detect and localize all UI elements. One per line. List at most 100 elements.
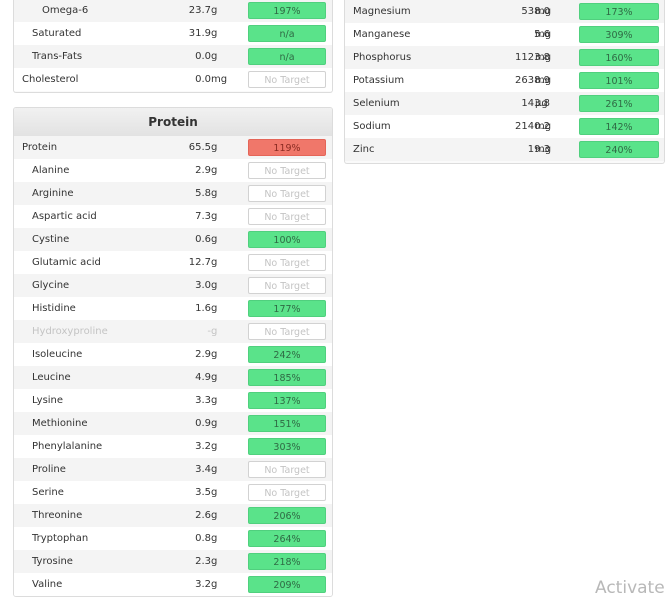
nutrient-amount: 5.6 (534, 29, 550, 40)
target-percent-bar: 242% (248, 346, 326, 363)
nutrient-row: Cystine 0.6 g 100% (14, 228, 332, 251)
target-percent-bar: No Target (248, 277, 326, 294)
nutrient-amount: 3.0 (195, 280, 211, 291)
target-percent-bar: 177% (248, 300, 326, 317)
nutrient-unit: g (211, 372, 218, 383)
nutrient-name: Cholesterol (22, 74, 79, 85)
nutrient-row: Phenylalanine 3.2 g 303% (14, 435, 332, 458)
nutrient-name: Valine (32, 579, 63, 590)
target-percent-bar: 173% (579, 3, 659, 20)
nutrient-unit: g (211, 349, 218, 360)
nutrient-unit: g (211, 257, 218, 268)
target-percent-bar: No Target (248, 484, 326, 501)
target-percent-bar: No Target (248, 254, 326, 271)
nutrient-row: Aspartic acid 7.3 g No Target (14, 205, 332, 228)
target-percent-bar: 206% (248, 507, 326, 524)
nutrient-unit: g (211, 51, 218, 62)
nutrient-row: Methionine 0.9 g 151% (14, 412, 332, 435)
nutrient-row: Sodium 2140.2 mg 142% (345, 115, 664, 138)
nutrient-row: Threonine 2.6 g 206% (14, 504, 332, 527)
target-percent-bar: 209% (248, 576, 326, 593)
nutrient-row: Protein 65.5 g 119% (14, 136, 332, 159)
nutrient-amount: 23.7 (188, 5, 211, 16)
nutrient-row: Tryptophan 0.8 g 264% (14, 527, 332, 550)
target-percent-bar: 151% (248, 415, 326, 432)
nutrient-row: Proline 3.4 g No Target (14, 458, 332, 481)
target-percent-bar: 261% (579, 95, 659, 112)
target-percent-bar: n/a (248, 25, 326, 42)
activate-watermark: Activate (595, 578, 665, 598)
nutrient-unit: g (211, 533, 218, 544)
nutrient-name: Arginine (32, 188, 74, 199)
protein-rows: Protein 65.5 g 119% Alanine 2.9 g No Target Argi… (14, 136, 332, 596)
nutrient-name: Magnesium (353, 6, 411, 17)
target-percent-bar: 240% (579, 141, 659, 158)
nutrient-unit: mg (211, 74, 228, 85)
nutrient-unit: g (211, 441, 218, 452)
nutrient-amount: 3.3 (195, 395, 211, 406)
nutrient-unit: g (211, 188, 218, 199)
nutrient-row: Leucine 4.9 g 185% (14, 366, 332, 389)
target-percent-bar: n/a (248, 48, 326, 65)
nutrient-row: Lysine 3.3 g 137% (14, 389, 332, 412)
nutrient-amount: 5.8 (195, 188, 211, 199)
nutrient-row: Arginine 5.8 g No Target (14, 182, 332, 205)
target-percent-bar: 119% (248, 139, 326, 156)
nutrient-name: Selenium (353, 98, 400, 109)
nutrient-amount: 0.6 (195, 234, 211, 245)
nutrient-amount: 3.2 (195, 579, 211, 590)
nutrient-amount: 2.3 (195, 556, 211, 567)
nutrient-name: Omega-6 (42, 5, 89, 16)
nutrient-name: Hydroxyproline (32, 326, 108, 337)
nutrient-unit: mg (535, 144, 552, 155)
nutrient-row: Glutamic acid 12.7 g No Target (14, 251, 332, 274)
nutrient-row: Valine 3.2 g 209% (14, 573, 332, 596)
target-percent-bar: 197% (248, 2, 326, 19)
nutrient-name: Tyrosine (32, 556, 73, 567)
nutrient-amount: 1.6 (195, 303, 211, 314)
nutrient-name: Manganese (353, 29, 411, 40)
minerals-rows: Magnesium 538.0 mg 173% Manganese 5.6 mg 309% Ph… (345, 0, 664, 161)
nutrient-row: Hydroxyproline - g No Target (14, 320, 332, 343)
nutrient-name: Glutamic acid (32, 257, 101, 268)
nutrient-unit: g (211, 510, 218, 521)
nutrient-name: Methionine (32, 418, 88, 429)
target-percent-bar: 218% (248, 553, 326, 570)
nutrient-row: Phosphorus 1123.8 mg 160% (345, 46, 664, 69)
nutrient-row: Manganese 5.6 mg 309% (345, 23, 664, 46)
nutrient-amount: 31.9 (188, 28, 211, 39)
target-percent-bar: 101% (579, 72, 659, 89)
nutrient-amount: 2.9 (195, 349, 211, 360)
nutrient-unit: mg (535, 6, 552, 17)
nutrient-name: Serine (32, 487, 64, 498)
nutrient-unit: mg (535, 121, 552, 132)
nutrient-row: Saturated 31.9 g n/a (14, 22, 332, 45)
nutrient-unit: g (211, 280, 218, 291)
target-percent-bar: 309% (579, 26, 659, 43)
nutrient-amount: 0.8 (195, 533, 211, 544)
target-percent-bar: 100% (248, 231, 326, 248)
target-percent-bar: No Target (248, 461, 326, 478)
nutrient-unit: g (211, 579, 218, 590)
nutrient-amount: 3.4 (195, 464, 211, 475)
nutrient-amount: 2.6 (195, 510, 211, 521)
nutrient-unit: g (211, 5, 218, 16)
minerals-panel: Magnesium 538.0 mg 173% Manganese 5.6 mg 309% Ph… (344, 0, 665, 164)
target-percent-bar: 303% (248, 438, 326, 455)
nutrient-row: Isoleucine 2.9 g 242% (14, 343, 332, 366)
target-percent-bar: No Target (248, 185, 326, 202)
nutrient-unit: g (211, 142, 218, 153)
nutrient-amount: 143.8 (521, 98, 550, 109)
nutrient-name: Proline (32, 464, 66, 475)
nutrient-name: Alanine (32, 165, 70, 176)
nutrient-name: Potassium (353, 75, 405, 86)
nutrient-name: Phenylalanine (32, 441, 103, 452)
nutrient-amount: 1123.8 (515, 52, 550, 63)
nutrient-row: Tyrosine 2.3 g 218% (14, 550, 332, 573)
nutrient-unit: g (211, 28, 218, 39)
target-percent-bar: 264% (248, 530, 326, 547)
nutrient-unit: mg (535, 75, 552, 86)
target-percent-bar: No Target (248, 208, 326, 225)
nutrient-row: Cholesterol 0.0 mg No Target (14, 68, 332, 91)
nutrient-amount: 0.0 (195, 74, 211, 85)
